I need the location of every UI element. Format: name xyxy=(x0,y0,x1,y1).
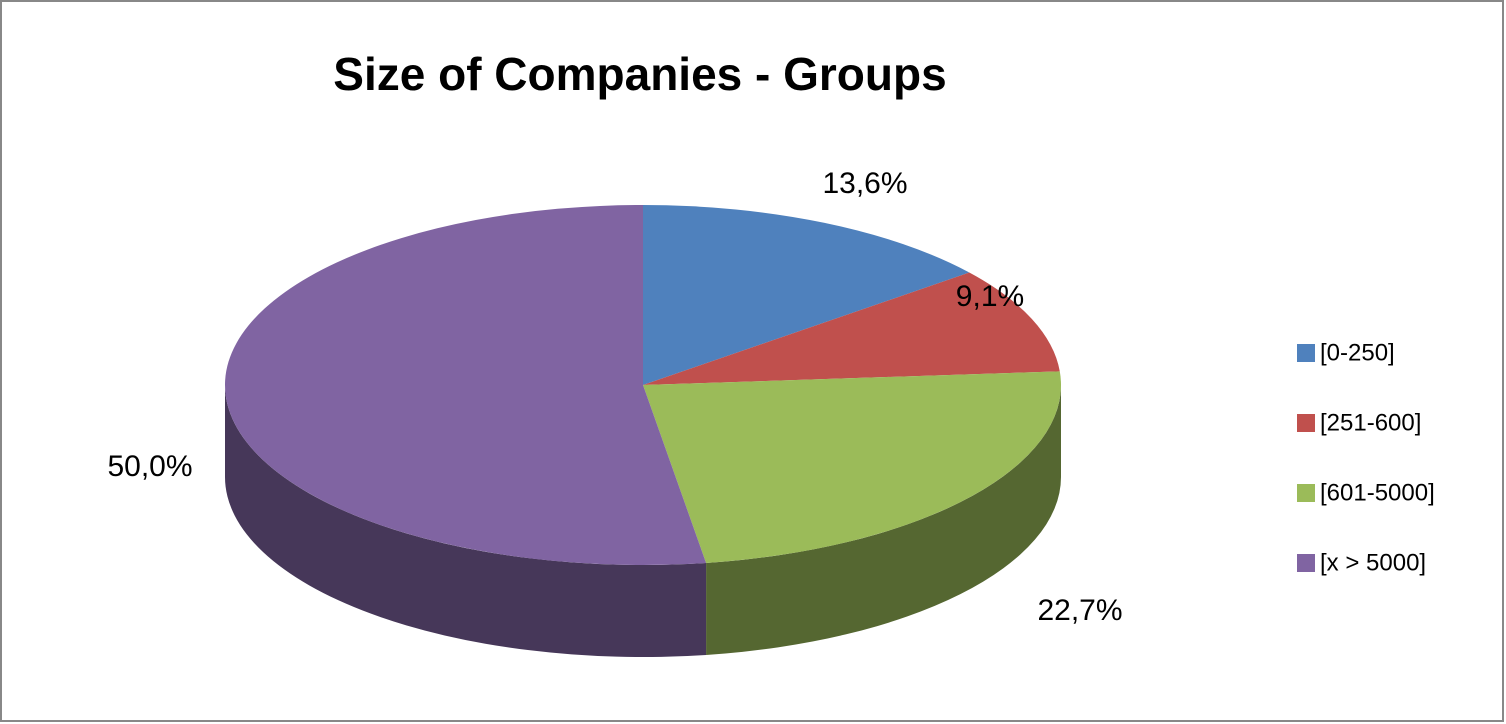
data-label: 50,0% xyxy=(107,450,192,483)
legend-swatch xyxy=(1297,344,1315,362)
data-label: 9,1% xyxy=(956,280,1024,313)
legend-label: [601-5000] xyxy=(1320,479,1435,506)
legend-label: [x > 5000] xyxy=(1320,549,1426,576)
slice xyxy=(643,272,1060,385)
legend-swatch xyxy=(1297,554,1315,572)
chart-title: Size of Companies - Groups xyxy=(333,48,946,100)
data-label: 13,6% xyxy=(822,167,907,200)
data-label: 22,7% xyxy=(1037,594,1122,627)
legend-label: [0-250] xyxy=(1320,339,1395,366)
slice xyxy=(643,205,970,385)
legend-swatch xyxy=(1297,414,1315,432)
legend-swatch xyxy=(1297,484,1315,502)
slice xyxy=(224,205,707,565)
slice xyxy=(643,371,1061,563)
slice-side xyxy=(706,385,1061,655)
slice-side xyxy=(224,385,707,657)
legend-label: [251-600] xyxy=(1320,409,1421,436)
